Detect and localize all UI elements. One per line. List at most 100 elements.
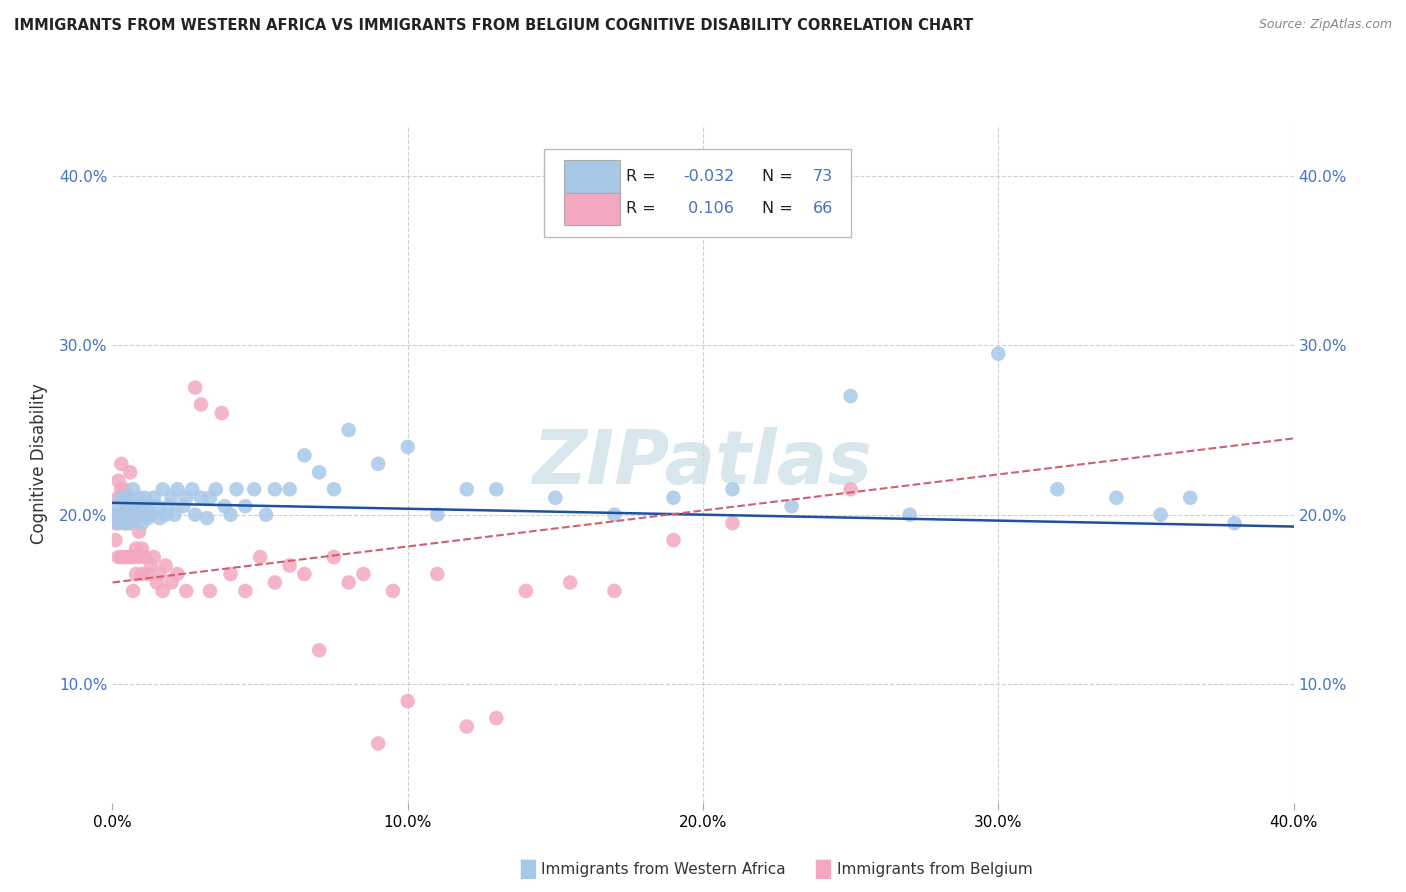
Text: N =: N =: [762, 202, 799, 217]
FancyBboxPatch shape: [564, 193, 620, 225]
Text: R =: R =: [626, 202, 661, 217]
Point: [128, 508, 150, 522]
Point: [110, 549, 132, 565]
Point: [112, 483, 135, 497]
Point: [131, 567, 153, 582]
Point: [190, 491, 212, 505]
Point: [134, 549, 156, 565]
Point: [254, 508, 277, 522]
Point: [662, 491, 685, 505]
Point: [117, 500, 138, 514]
Point: [131, 541, 153, 556]
Point: [163, 508, 186, 522]
Point: [110, 483, 132, 497]
Text: R =: R =: [626, 169, 661, 184]
Point: [122, 508, 145, 522]
Point: [181, 483, 204, 497]
Point: [558, 575, 582, 590]
Point: [544, 491, 567, 505]
Point: [149, 511, 172, 525]
Point: [278, 558, 301, 573]
Point: [120, 549, 142, 565]
Point: [214, 500, 236, 514]
Point: [146, 575, 169, 590]
Point: [367, 737, 389, 751]
Point: [367, 457, 389, 471]
Point: [337, 575, 360, 590]
Point: [117, 549, 138, 565]
Point: [839, 483, 862, 497]
Point: [219, 508, 242, 522]
Point: [174, 491, 197, 505]
Point: [233, 584, 256, 599]
Point: [662, 533, 685, 548]
Y-axis label: Cognitive Disability: Cognitive Disability: [30, 384, 48, 544]
Point: [352, 567, 374, 582]
Point: [292, 567, 315, 582]
Point: [205, 483, 228, 497]
Point: [485, 483, 508, 497]
Point: [110, 508, 132, 522]
Point: [839, 389, 862, 403]
Point: [382, 584, 405, 599]
Point: [396, 440, 419, 454]
Point: [323, 483, 346, 497]
Point: [160, 575, 183, 590]
Point: [987, 347, 1010, 361]
Point: [117, 516, 138, 530]
Point: [112, 549, 135, 565]
Point: [139, 558, 162, 573]
Point: [456, 483, 478, 497]
Point: [131, 516, 153, 530]
Point: [456, 719, 478, 733]
Text: -0.032: -0.032: [683, 169, 734, 184]
Point: [131, 500, 153, 514]
Point: [243, 483, 266, 497]
Point: [112, 504, 135, 518]
Point: [174, 584, 197, 599]
Text: Immigrants from Belgium: Immigrants from Belgium: [837, 863, 1032, 877]
Point: [122, 500, 145, 514]
Text: N =: N =: [762, 169, 799, 184]
Point: [122, 584, 145, 599]
Point: [155, 558, 177, 573]
Point: [603, 584, 626, 599]
Point: [117, 491, 138, 505]
Point: [898, 508, 921, 522]
Point: [184, 381, 207, 395]
Text: ZIPatlas: ZIPatlas: [533, 427, 873, 500]
Point: [780, 500, 803, 514]
Point: [122, 549, 145, 565]
Point: [134, 508, 156, 522]
Point: [146, 500, 169, 514]
Point: [128, 549, 150, 565]
Point: [721, 516, 744, 530]
Point: [337, 423, 360, 437]
Point: [308, 643, 330, 657]
FancyBboxPatch shape: [564, 161, 620, 193]
Point: [112, 516, 135, 530]
Point: [184, 508, 207, 522]
Point: [107, 549, 129, 565]
Point: [233, 500, 256, 514]
Point: [172, 500, 194, 514]
Point: [107, 474, 129, 488]
Point: [107, 516, 129, 530]
Point: [1046, 483, 1069, 497]
Text: █: █: [815, 860, 831, 880]
Point: [120, 494, 142, 508]
Point: [104, 516, 127, 530]
Point: [1178, 491, 1201, 505]
Point: [292, 449, 315, 463]
Point: [1105, 491, 1128, 505]
Point: [125, 567, 148, 582]
Point: [120, 466, 142, 480]
Point: [264, 483, 287, 497]
Point: [190, 398, 212, 412]
Point: [104, 508, 127, 522]
Point: [110, 511, 132, 525]
Point: [136, 511, 159, 525]
Point: [152, 584, 174, 599]
Point: [122, 508, 145, 522]
Point: [136, 500, 159, 514]
